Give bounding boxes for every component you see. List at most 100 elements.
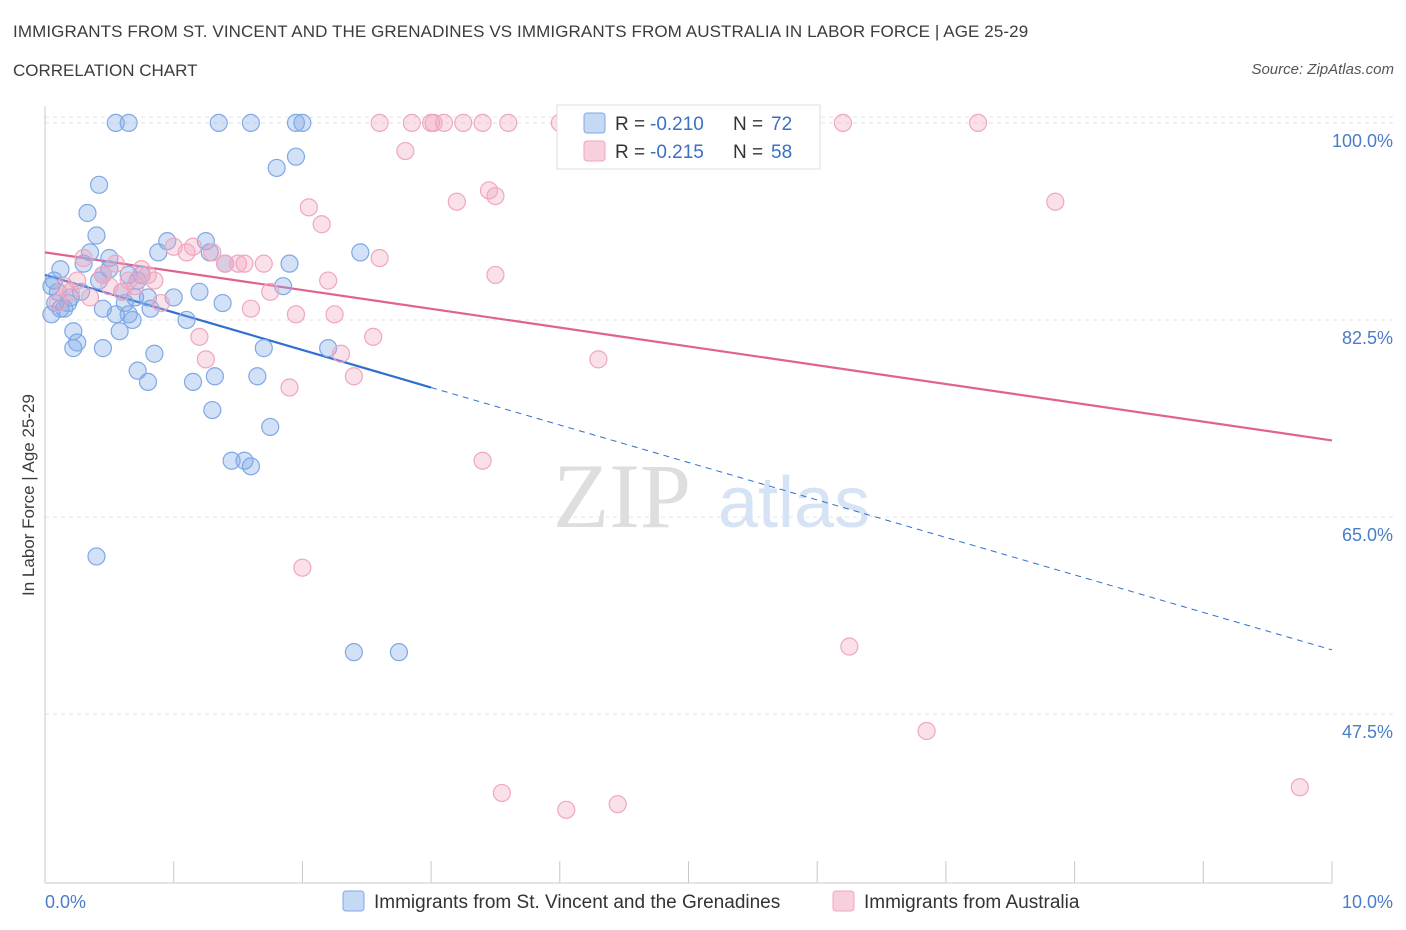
australia-point-67	[557, 800, 576, 819]
chart-title: IMMIGRANTS FROM ST. VINCENT AND THE GREN…	[13, 22, 1029, 41]
stvincent-point-48	[205, 367, 224, 386]
stvincent-point-28	[115, 293, 134, 313]
stvincent-point-14	[74, 254, 93, 273]
stvincent-point-31	[123, 310, 142, 330]
australia-point-2	[61, 282, 80, 301]
trend-solid-australia	[44, 251, 1333, 442]
stvincent-point-56	[241, 457, 261, 476]
stvincent-point-49	[213, 293, 232, 313]
stvincent-point-38	[141, 299, 160, 318]
australia-point-20	[196, 350, 215, 369]
bottom-legend-swatch-blue	[342, 890, 365, 912]
australia-point-53	[486, 265, 505, 285]
australia-point-29	[286, 305, 306, 324]
watermark: ZIP atlas	[553, 445, 870, 547]
australia-point-24	[235, 254, 254, 273]
trend-dashed-stvincent	[430, 387, 1333, 651]
watermark-atlas: atlas	[718, 463, 870, 543]
y-tick-label-2: 82.5%	[1342, 328, 1393, 348]
australia-point-8	[106, 254, 125, 273]
stvincent-point-65	[293, 113, 312, 132]
stvincent-point-66	[106, 113, 125, 132]
stvincent-point-12	[64, 339, 83, 358]
stvincent-point-43	[177, 310, 196, 330]
stvincent-point-16	[78, 203, 97, 223]
chart-subtitle: CORRELATION CHART	[13, 61, 198, 80]
australia-point-65	[917, 721, 936, 741]
y-tick-label-0: 47.5%	[1342, 722, 1393, 742]
australia-point-6	[93, 265, 113, 285]
australia-point-28	[280, 378, 299, 397]
stvincent-point-13	[71, 282, 91, 301]
australia-point-68	[608, 795, 627, 814]
stvincent-point-63	[241, 113, 261, 132]
australia-point-63	[1046, 192, 1065, 211]
australia-point-61	[833, 113, 853, 132]
australia-point-22	[216, 254, 235, 273]
bottom-legend: Immigrants from St. Vincent and the Gren…	[342, 890, 1080, 913]
australia-point-43	[434, 113, 454, 132]
y-tick-labels: 47.5% 65.0% 82.5% 100.0%	[1332, 131, 1393, 742]
australia-point-19	[190, 327, 209, 346]
bottom-legend-swatch-pink	[832, 890, 855, 912]
australia-point-31	[299, 198, 318, 217]
australia-point-38	[370, 113, 389, 132]
australia-point-36	[344, 367, 363, 386]
grid-lines	[45, 116, 1393, 715]
australia-point-49	[499, 113, 518, 132]
stvincent-point-45	[190, 282, 209, 301]
australia-point-51	[364, 327, 383, 346]
legend: R = -0.210 N = 72 R = -0.215 N = 58	[556, 104, 821, 170]
australia-point-33	[319, 271, 338, 290]
stvincent-point-71	[344, 643, 363, 662]
x-ticks	[173, 861, 1333, 883]
stvincent-point-52	[222, 451, 241, 470]
australia-point-42	[424, 113, 443, 132]
x-tick-label-min: 0.0%	[45, 892, 86, 912]
bottom-legend-label-blue: Immigrants from St. Vincent and the Gren…	[374, 892, 780, 913]
australia-point-66	[492, 783, 511, 803]
australia-point-34	[325, 305, 344, 324]
australia-point-3	[68, 271, 87, 290]
australia-point-64	[840, 637, 859, 656]
australia-point-14	[145, 271, 164, 290]
stvincent-point-62	[351, 243, 370, 262]
stvincent-point-72	[389, 643, 409, 662]
stvincent-point-32	[128, 361, 147, 380]
legend-n-value-blue: 72	[771, 114, 792, 135]
stvincent-point-68	[209, 113, 228, 132]
stvincent-point-70	[87, 547, 106, 566]
bottom-legend-label-pink: Immigrants from Australia	[864, 892, 1080, 913]
stvincent-point-51	[203, 400, 222, 420]
legend-n-label-blue: N =	[733, 114, 763, 135]
legend-n-value-pink: 58	[771, 142, 792, 163]
australia-point-25	[241, 299, 261, 318]
australia-point-4	[74, 248, 93, 268]
y-tick-label-3: 100.0%	[1332, 131, 1393, 151]
australia-point-18	[183, 237, 203, 256]
legend-r-label-blue: R =	[615, 114, 645, 135]
stvincent-point-54	[248, 367, 267, 386]
legend-r-label-pink: R =	[615, 142, 645, 163]
australia-point-52	[473, 451, 492, 470]
trend-line-stvincent	[44, 273, 1333, 651]
australia-point-5	[80, 288, 100, 307]
australia-point-60	[589, 350, 608, 369]
legend-r-value-blue: -0.210	[650, 114, 704, 135]
legend-r-value-pink: -0.215	[650, 142, 704, 163]
legend-n-label-pink: N =	[733, 142, 763, 163]
australia-point-0	[48, 293, 67, 313]
australia-point-69	[1290, 778, 1309, 797]
stvincent-point-19	[93, 339, 113, 358]
australia-point-11	[125, 277, 145, 296]
stvincent-point-5	[51, 260, 70, 279]
australia-point-15	[151, 293, 170, 313]
australia-point-48	[486, 186, 505, 206]
stvincent-point-55	[254, 339, 273, 358]
australia-point-44	[447, 192, 466, 211]
australia-point-45	[454, 113, 473, 132]
stvincent-point-18	[87, 226, 106, 245]
australia-point-37	[370, 248, 389, 268]
stvincent-point-36	[138, 372, 158, 391]
